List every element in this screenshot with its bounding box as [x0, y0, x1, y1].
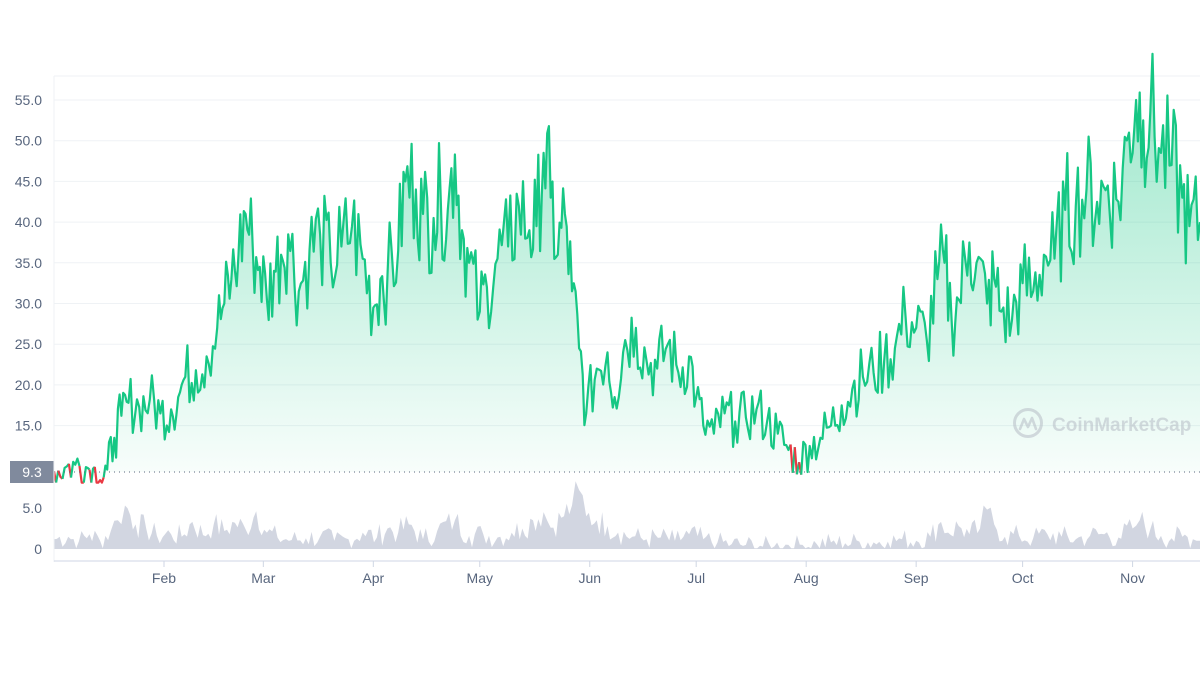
- volume-layer: [54, 481, 1200, 549]
- volume-tick-label: 0: [34, 541, 42, 557]
- x-tick-label: Mar: [251, 570, 275, 586]
- y-tick-label: 35.0: [15, 255, 42, 271]
- price-line-up: [61, 463, 70, 480]
- y-tick-label: 50.0: [15, 133, 42, 149]
- price-line-up: [102, 125, 792, 478]
- volume-tick-label: 5.0: [23, 500, 43, 516]
- x-tick-label: May: [467, 570, 493, 586]
- x-tick-label: Aug: [794, 570, 819, 586]
- y-tick-label: 45.0: [15, 173, 42, 189]
- x-tick-label: Jun: [578, 570, 601, 586]
- price-layer: [52, 52, 1200, 484]
- x-tick-label: Oct: [1012, 570, 1034, 586]
- y-tick-label: 25.0: [15, 336, 42, 352]
- price-line-up: [800, 52, 1200, 475]
- y-tick-label: 55.0: [15, 92, 42, 108]
- volume-axis-ticks: 5.00: [23, 500, 43, 557]
- y-axis-ticks: 55.0 50.0 45.0 40.0 35.0 30.0 25.0 20.0 15.0: [15, 92, 42, 434]
- y-tick-label: 15.0: [15, 418, 42, 434]
- coinmarketcap-watermark: CoinMarketCap: [1013, 408, 1191, 438]
- y-tick-label: 30.0: [15, 296, 42, 312]
- x-tick-label: Sep: [904, 570, 929, 586]
- current-price-label: 9.3: [22, 464, 42, 480]
- x-axis-ticks: Feb Mar Apr May Jun Jul Aug Sep Oct Nov: [152, 561, 1145, 586]
- y-tick-label: 20.0: [15, 377, 42, 393]
- current-price-label-bg: [10, 461, 54, 483]
- price-line-up: [69, 457, 81, 478]
- price-line-down: [793, 447, 798, 475]
- price-line-down: [78, 465, 84, 484]
- volume-area: [54, 481, 1200, 549]
- x-tick-label: Nov: [1120, 570, 1145, 586]
- coinmarketcap-logo-icon: [1013, 408, 1043, 438]
- x-tick-label: Apr: [362, 570, 384, 586]
- price-line-up: [82, 466, 91, 483]
- x-tick-label: Feb: [152, 570, 176, 586]
- x-tick-label: Jul: [687, 570, 705, 586]
- price-line-down: [93, 466, 105, 484]
- watermark-text: CoinMarketCap: [1052, 415, 1191, 436]
- y-tick-label: 40.0: [15, 214, 42, 230]
- price-area-fill: [54, 53, 1200, 483]
